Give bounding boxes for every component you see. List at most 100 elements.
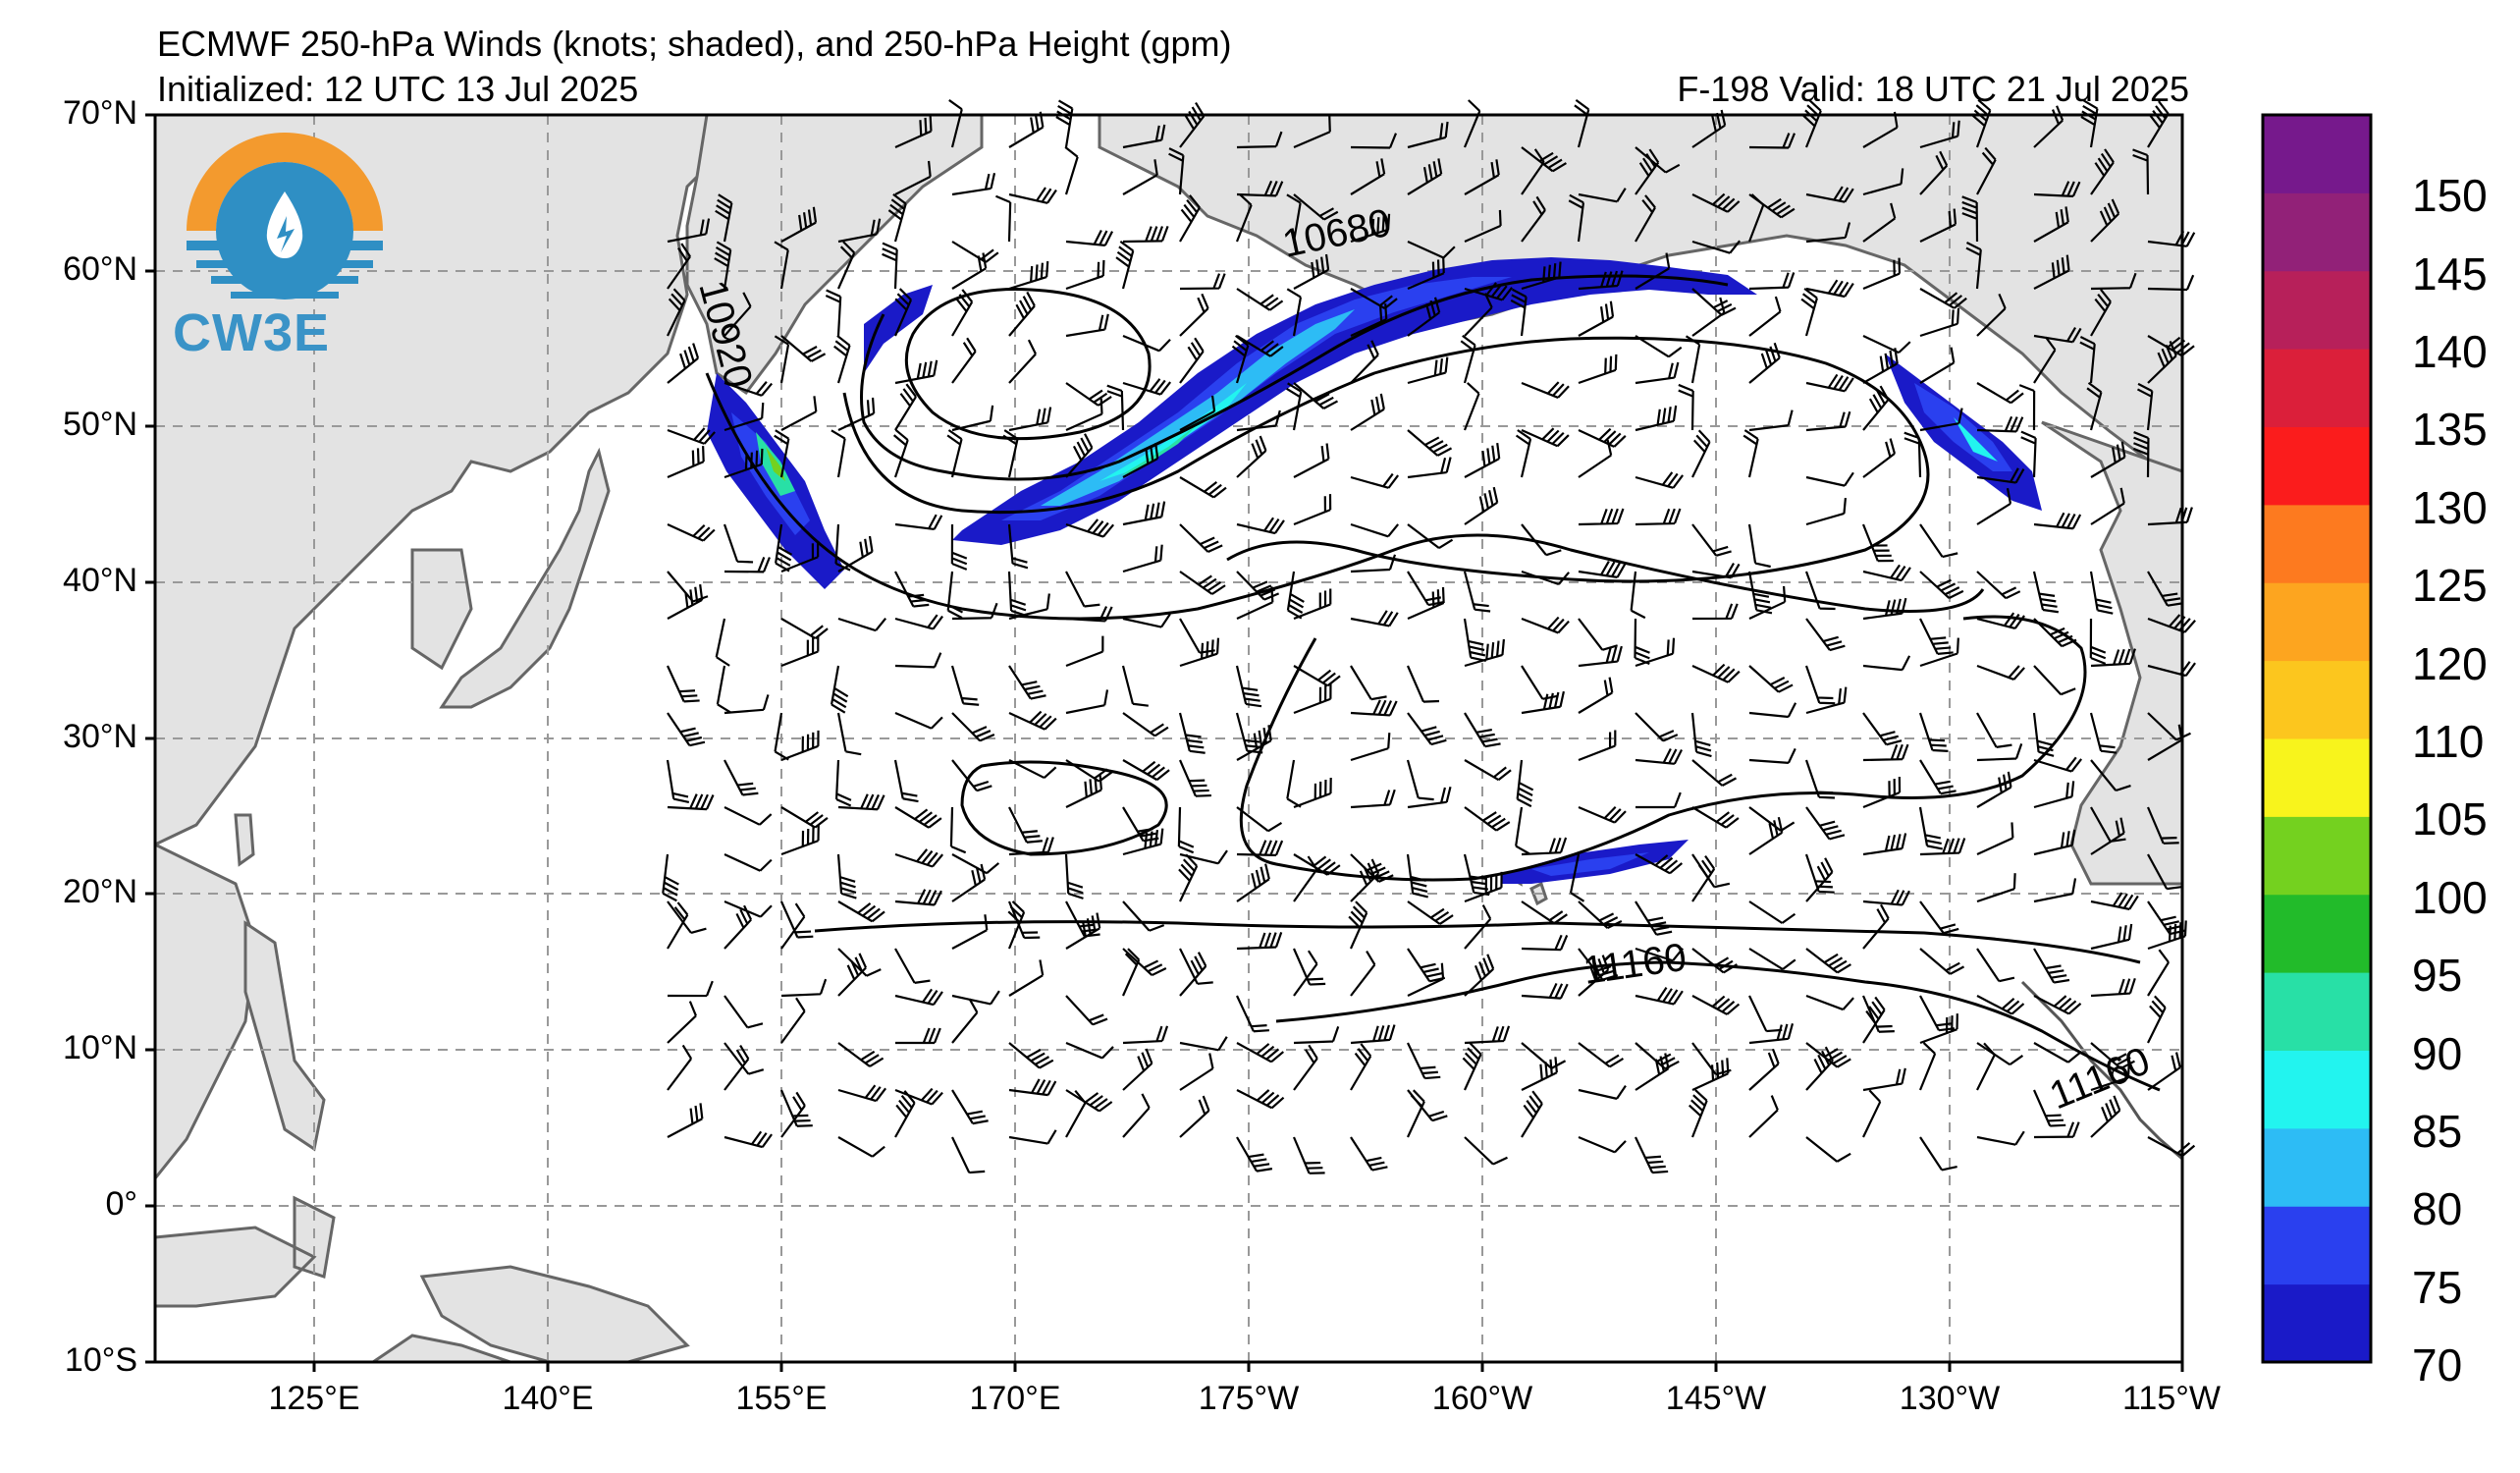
wind-barb [780, 978, 828, 998]
wind-barb [667, 583, 704, 620]
wind-barb [1464, 638, 1506, 668]
wind-barb [951, 998, 979, 1044]
wind-barb [1350, 733, 1391, 762]
wind-barb [837, 1136, 885, 1158]
wind-barb [774, 241, 789, 290]
wind-barb [667, 243, 691, 290]
wind-barb [1976, 873, 2016, 903]
wind-barb [1805, 279, 1854, 299]
wind-barb [1407, 297, 1441, 337]
wind-barb [1578, 439, 1613, 478]
wind-barb [2090, 272, 2137, 291]
wind-barb [1179, 395, 1216, 431]
wind-barb [1635, 148, 1660, 195]
wind-barb [1008, 593, 1050, 621]
wind-barb [1407, 356, 1449, 385]
wind-barb [667, 665, 700, 703]
wind-barb [1747, 523, 1771, 569]
wind-barb [780, 825, 820, 856]
wind-barb [1805, 1046, 1834, 1091]
wind-barb [1862, 903, 1890, 950]
wind-barb [1521, 523, 1562, 557]
wind-barb [1350, 1043, 1372, 1091]
wind-barb [1350, 303, 1388, 337]
wind-barb [1691, 429, 1711, 478]
wind-barb [946, 429, 963, 478]
wind-barb [780, 541, 820, 573]
wind-barb [1635, 252, 1671, 290]
wind-barb [1407, 158, 1443, 195]
wind-barb [1578, 730, 1617, 762]
wind-barb [1578, 270, 1624, 291]
wind-barb [893, 759, 919, 803]
wind-barb [1691, 806, 1740, 829]
lon-label-115w: 115°W [2122, 1380, 2221, 1417]
wind-barb [1463, 382, 1480, 431]
wind-barb [2147, 949, 2170, 997]
wind-barb [2090, 198, 2120, 243]
wind-barb [1350, 288, 1398, 310]
wind-barb [724, 292, 752, 337]
lon-label-160w: 160°W [1431, 1380, 1533, 1417]
wind-barb [1635, 1136, 1669, 1174]
wind-barb [1008, 665, 1046, 700]
lon-label-140e: 140°E [502, 1380, 594, 1417]
wind-barb [1407, 121, 1449, 149]
wind-barb [951, 990, 1000, 1006]
wind-barb [1236, 180, 1284, 197]
wind-barb [1008, 111, 1045, 148]
wind-barb [2147, 853, 2183, 891]
wind-barb [951, 1089, 989, 1125]
wind-barb [662, 853, 679, 902]
wind-barb [1236, 586, 1274, 620]
wind-barb [2032, 1089, 2066, 1127]
wind-barb [1691, 1058, 1730, 1091]
wind-barb [723, 523, 754, 564]
wind-barb [1236, 335, 1284, 357]
wind-barb [1350, 554, 1397, 573]
wind-barb [1178, 853, 1199, 902]
wind-barb [1748, 900, 1796, 924]
wind-barb [1635, 194, 1656, 243]
wind-barb [1121, 665, 1149, 707]
wind-barb [1635, 1053, 1670, 1091]
land-japan [439, 447, 611, 709]
wind-barb [1804, 759, 1836, 799]
wind-barb [1179, 194, 1201, 243]
wind-barb [1293, 665, 1341, 687]
wind-barb [1292, 1136, 1325, 1174]
colorbar-label-145: 145 [2412, 248, 2488, 300]
wind-barb [1919, 1136, 1957, 1172]
wind-barb [2133, 431, 2150, 478]
wind-barb [1407, 240, 1456, 259]
wind-barb [1976, 743, 2023, 762]
wind-barb [1521, 1057, 1558, 1091]
wind-barb [724, 557, 771, 573]
wind-barb [894, 711, 943, 730]
wind-barb [1406, 853, 1428, 899]
colorbar-segment [2263, 1050, 2371, 1129]
wind-barb [1635, 405, 1678, 432]
wind-barb [724, 759, 759, 796]
wind-barb [1965, 242, 1982, 290]
wind-barb [1350, 858, 1380, 902]
wind-barb [1178, 759, 1211, 797]
wind-barb [2033, 327, 2082, 344]
wind-barb [1122, 900, 1165, 932]
wind-barb [2090, 148, 2115, 195]
wind-barb [1919, 408, 1963, 432]
wind-barb [894, 115, 933, 149]
wind-barb [2090, 923, 2133, 951]
wind-barb [2079, 336, 2096, 384]
wind-barb [1122, 712, 1169, 737]
wind-barb [1122, 828, 1164, 856]
wind-barb [2018, 384, 2036, 431]
wind-barb [1578, 300, 1615, 337]
wind-barb [667, 446, 705, 479]
wind-barb [2147, 995, 2167, 1044]
wind-barb [1743, 429, 1759, 478]
wind-barb [830, 665, 849, 714]
wind-barb [1286, 288, 1303, 337]
wind-barb [1293, 950, 1318, 997]
wind-barb [2136, 382, 2154, 431]
